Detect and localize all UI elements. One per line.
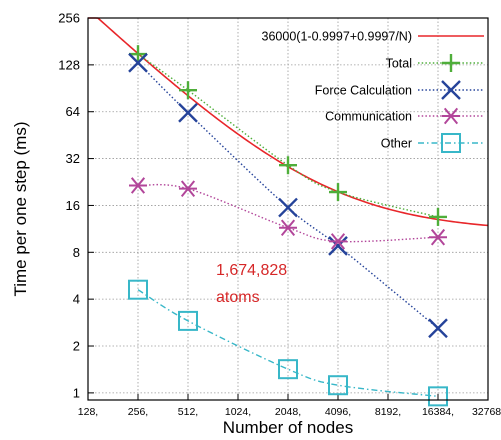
- data-point: [178, 102, 198, 123]
- x-tick-label: 16384,: [422, 406, 454, 418]
- y-tick-label: 2: [73, 339, 80, 354]
- annotation: 1,674,828 atoms: [216, 262, 287, 306]
- x-tick-label: 2048,: [275, 406, 301, 418]
- data-point: [128, 279, 148, 300]
- y-tick-label: 8: [73, 245, 80, 260]
- legend-label: Other: [381, 137, 412, 151]
- legend: 36000(1-0.9997+0.9997/N) Total Force Calcu…: [262, 30, 484, 153]
- y-tick-label: 256: [58, 11, 80, 26]
- data-point: [179, 180, 197, 197]
- ticks: 128, 256, 512, 1024, 2048, 4096, 8192, 16384, 32…: [58, 11, 501, 419]
- legend-label: 36000(1-0.9997+0.9997/N): [262, 30, 412, 44]
- data-point: [128, 52, 148, 73]
- legend-label: Force Calculation: [315, 84, 412, 98]
- legend-label: Communication: [325, 110, 412, 124]
- x-tick-label: 32768,: [472, 406, 501, 418]
- x-tick-label: 256,: [128, 406, 148, 418]
- data-point: [329, 183, 347, 202]
- data-point: [279, 156, 297, 175]
- data-point: [178, 310, 198, 331]
- data-point: [278, 359, 298, 380]
- data-point: [129, 177, 147, 194]
- legend-marker: [442, 54, 460, 72]
- legend-marker: [441, 80, 461, 100]
- series-other: [128, 279, 448, 407]
- data-point: [428, 386, 448, 407]
- legend-entry: Force Calculation: [315, 80, 484, 100]
- y-tick-label: 16: [66, 198, 80, 213]
- annotation-line-2: atoms: [216, 289, 260, 306]
- series: [88, 17, 489, 407]
- legend-marker: [441, 133, 461, 153]
- y-axis-label: Time per one step (ms): [11, 121, 30, 296]
- y-tick-label: 128: [58, 57, 80, 72]
- series-communication: [129, 177, 447, 250]
- y-tick-label: 4: [73, 292, 80, 307]
- x-tick-label: 512,: [178, 406, 198, 418]
- data-point: [279, 219, 297, 237]
- legend-entry: 36000(1-0.9997+0.9997/N): [262, 30, 484, 44]
- legend-marker: [442, 107, 460, 125]
- legend-entry: Total: [386, 54, 484, 72]
- data-point: [428, 318, 448, 339]
- x-tick-label: 1024,: [225, 406, 251, 418]
- data-point: [129, 45, 147, 64]
- data-point: [328, 236, 348, 256]
- legend-entry: Communication: [325, 107, 484, 125]
- series-total: [129, 45, 447, 226]
- y-tick-label: 64: [66, 104, 80, 119]
- x-axis-label: Number of nodes: [223, 418, 353, 437]
- data-point: [329, 233, 347, 250]
- grid: [88, 18, 488, 400]
- data-point: [278, 197, 298, 218]
- data-point: [179, 81, 197, 100]
- legend-entry: Other: [381, 133, 484, 153]
- series-force-calculation: [128, 52, 448, 339]
- annotation-line-1: 1,674,828: [216, 262, 287, 279]
- data-point: [328, 375, 348, 396]
- legend-label: Total: [386, 57, 412, 71]
- x-tick-label: 8192,: [375, 406, 401, 418]
- series-line: [137, 53, 439, 218]
- x-tick-label: 4096,: [325, 406, 351, 418]
- y-tick-label: 1: [73, 385, 80, 400]
- data-point: [429, 207, 447, 226]
- x-tick-label: 128,: [78, 406, 98, 418]
- plot-frame: [87, 17, 489, 401]
- data-point: [429, 228, 447, 246]
- y-tick-label: 32: [66, 151, 80, 166]
